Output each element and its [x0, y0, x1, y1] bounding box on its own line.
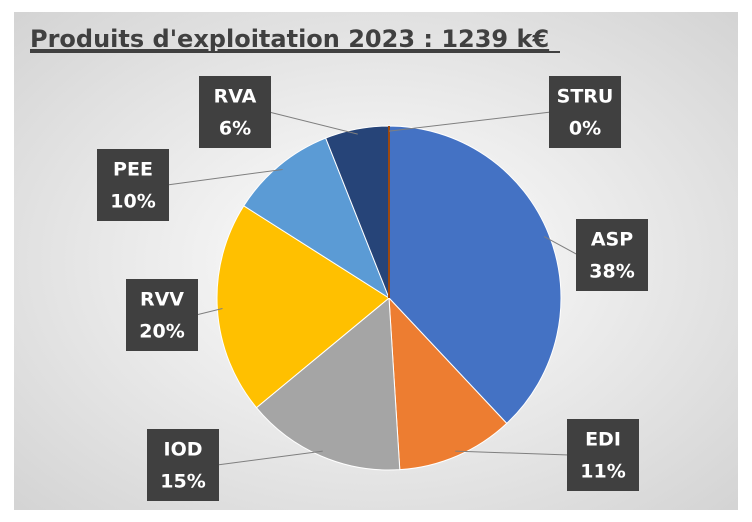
label-box	[147, 429, 219, 501]
label-box	[97, 149, 169, 221]
leader-line	[166, 168, 283, 186]
leader-line	[388, 111, 552, 132]
leader-line	[455, 450, 570, 456]
pie-slice	[388, 296, 508, 471]
category-label: RVV	[140, 289, 184, 311]
category-label: STRU	[557, 86, 614, 108]
pie-slice	[243, 137, 391, 300]
pie-slice	[388, 125, 562, 425]
value-label: 11%	[580, 461, 625, 483]
category-label: ASP	[591, 229, 633, 251]
value-label: 20%	[139, 321, 184, 343]
pie-slice	[216, 205, 390, 409]
leader-line	[195, 307, 223, 316]
value-label: 15%	[160, 471, 205, 493]
value-label: 0%	[569, 118, 601, 140]
label-box	[126, 279, 198, 351]
label-box	[199, 76, 271, 148]
category-label: PEE	[113, 159, 153, 181]
pie-slice	[255, 296, 401, 471]
category-label: IOD	[164, 439, 203, 461]
label-box	[567, 419, 639, 491]
label-box	[549, 76, 621, 148]
value-label: 10%	[110, 191, 155, 213]
label-box	[576, 219, 648, 291]
leader-line	[268, 111, 358, 135]
value-label: 6%	[219, 118, 251, 140]
category-label: EDI	[585, 429, 621, 451]
value-label: 38%	[589, 261, 634, 283]
leader-line	[216, 450, 323, 466]
category-label: RVA	[214, 86, 257, 108]
leader-line	[543, 236, 579, 256]
chart-title: Produits d'exploitation 2023 : 1239 k€	[30, 25, 549, 53]
